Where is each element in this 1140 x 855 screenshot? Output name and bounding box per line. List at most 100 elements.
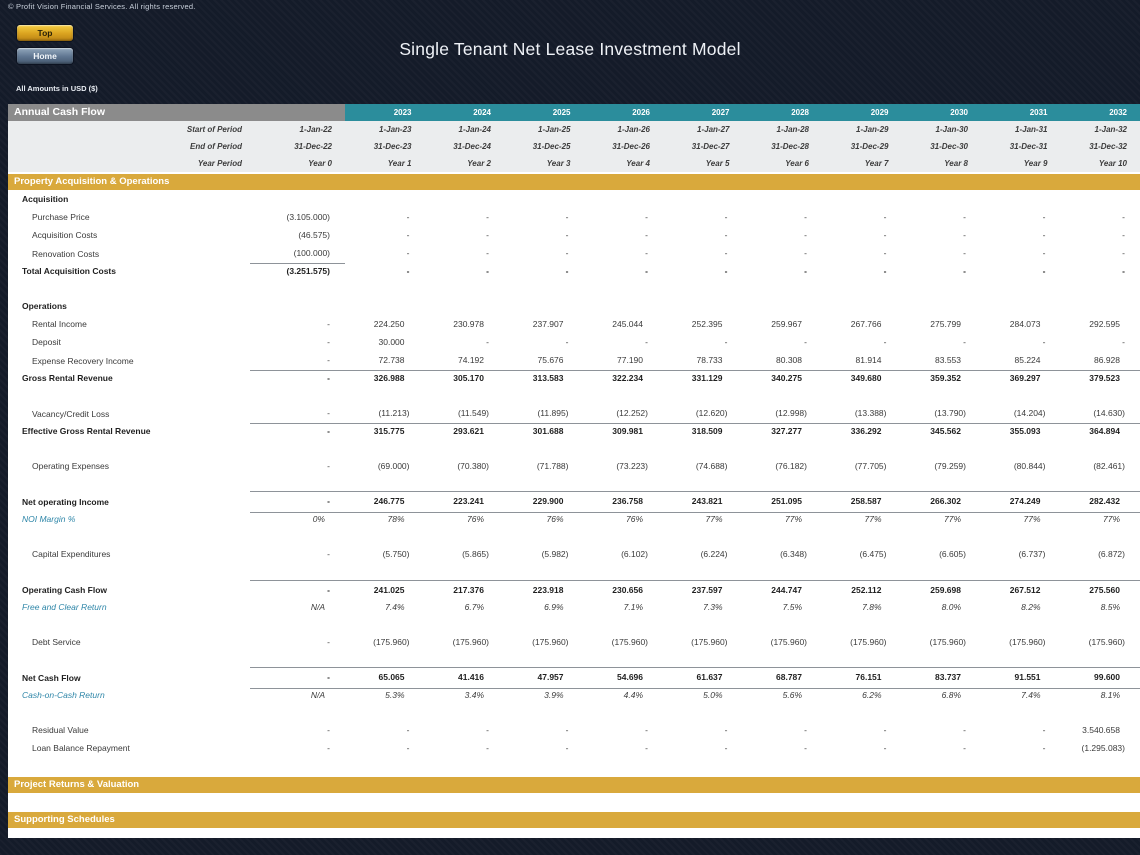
cell[interactable]: N/A: [310, 602, 325, 612]
row-label[interactable]: Net operating Income: [22, 497, 109, 507]
cell[interactable]: -: [327, 725, 330, 735]
row-label[interactable]: Operations: [22, 301, 67, 311]
cell[interactable]: 369.297: [1009, 373, 1041, 383]
cell[interactable]: -: [406, 743, 410, 753]
cell[interactable]: 275.560: [1060, 579, 1140, 600]
cell[interactable]: (100.000): [250, 244, 345, 264]
cell[interactable]: -: [327, 319, 330, 329]
cell[interactable]: -: [486, 230, 489, 240]
cell[interactable]: -: [724, 230, 728, 240]
row-label[interactable]: Free and Clear Return: [22, 602, 107, 612]
cell[interactable]: 31-Dec-26: [612, 142, 650, 151]
cell[interactable]: 258.587: [822, 491, 902, 513]
cell[interactable]: -: [486, 725, 489, 735]
cell[interactable]: 327.277: [771, 426, 802, 436]
cell[interactable]: -: [1042, 266, 1046, 276]
cell[interactable]: 275.799: [930, 319, 961, 329]
cell[interactable]: 77%: [864, 514, 882, 524]
cell[interactable]: (77.705): [854, 461, 887, 471]
cell[interactable]: -: [883, 743, 887, 753]
cell[interactable]: 349.680: [850, 373, 882, 383]
cell[interactable]: [902, 190, 982, 208]
cell[interactable]: (175.960): [611, 637, 648, 647]
cell[interactable]: -: [1042, 248, 1046, 258]
cell[interactable]: -: [883, 266, 887, 276]
cell[interactable]: 1-Jan-29: [856, 125, 889, 134]
cell[interactable]: -: [645, 337, 648, 347]
cell[interactable]: Year 6: [785, 159, 809, 168]
cell[interactable]: -: [645, 212, 648, 222]
cell[interactable]: 75.676: [504, 351, 584, 371]
cell[interactable]: 54.696: [583, 667, 663, 689]
cell[interactable]: 31-Dec-31: [1009, 142, 1048, 151]
cell[interactable]: 379.523: [1089, 373, 1120, 383]
cell[interactable]: 223.241: [424, 491, 504, 513]
cell[interactable]: -: [645, 248, 648, 258]
cell[interactable]: 77.190: [583, 351, 663, 371]
cell[interactable]: Year 4: [626, 159, 650, 168]
cell[interactable]: -: [1042, 230, 1046, 240]
cell[interactable]: 31-Dec-29: [850, 142, 889, 151]
cell[interactable]: 78%: [387, 514, 405, 524]
cell[interactable]: Year 5: [705, 159, 730, 168]
cell[interactable]: 65.065: [345, 667, 425, 689]
cell[interactable]: (13.388): [822, 404, 902, 424]
cell[interactable]: (11.895): [504, 404, 584, 424]
cell[interactable]: (175.960): [929, 637, 966, 647]
cell[interactable]: 336.292: [850, 426, 882, 436]
cell[interactable]: 31-Dec-28: [771, 142, 809, 151]
cell[interactable]: 83.737: [901, 667, 981, 689]
cell[interactable]: -: [565, 248, 569, 258]
cell[interactable]: (76.182): [775, 461, 807, 471]
row-label[interactable]: Purchase Price: [32, 212, 90, 222]
cell[interactable]: [250, 190, 345, 208]
cell[interactable]: (74.688): [695, 461, 728, 471]
cell[interactable]: 77%: [1102, 514, 1120, 524]
cell[interactable]: -: [327, 426, 330, 436]
cell[interactable]: 229.900: [504, 491, 584, 513]
cell[interactable]: (6.872): [1098, 549, 1125, 559]
cell[interactable]: [743, 190, 823, 208]
cell[interactable]: -: [1122, 266, 1125, 276]
cell[interactable]: -: [1122, 337, 1125, 347]
cell[interactable]: -: [883, 725, 887, 735]
cell[interactable]: 243.821: [663, 491, 743, 513]
row-label[interactable]: Vacancy/Credit Loss: [32, 408, 110, 419]
cell[interactable]: [1061, 190, 1140, 208]
row-label[interactable]: Expense Recovery Income: [32, 355, 134, 366]
cell[interactable]: (175.960): [850, 637, 887, 647]
cell[interactable]: -: [486, 212, 489, 222]
cell[interactable]: [981, 297, 1061, 315]
cell[interactable]: -: [565, 266, 569, 276]
cell[interactable]: [663, 297, 743, 315]
row-label[interactable]: Total Acquisition Costs: [22, 266, 116, 276]
cell[interactable]: (14.204): [981, 404, 1061, 424]
cell[interactable]: 74.192: [424, 351, 504, 371]
cell[interactable]: [822, 190, 902, 208]
cell[interactable]: 31-Dec-30: [930, 142, 968, 151]
row-label[interactable]: Renovation Costs: [32, 248, 100, 259]
cell[interactable]: -: [883, 337, 887, 347]
cell[interactable]: 315.775: [373, 426, 405, 436]
cell[interactable]: 1-Jan-25: [538, 125, 571, 134]
cell[interactable]: [981, 190, 1061, 208]
row-label[interactable]: Deposit: [32, 337, 61, 347]
cell[interactable]: -: [406, 212, 410, 222]
cell[interactable]: [425, 190, 505, 208]
cell[interactable]: 85.224: [981, 351, 1061, 371]
cell[interactable]: 230.978: [453, 319, 484, 329]
cell[interactable]: (5.982): [541, 549, 569, 559]
cell[interactable]: -: [406, 230, 410, 240]
cell[interactable]: 1-Jan-32: [1094, 125, 1127, 134]
cell[interactable]: -: [565, 230, 569, 240]
cell[interactable]: 41.416: [424, 667, 504, 689]
cell[interactable]: (70.380): [457, 461, 489, 471]
cell[interactable]: -: [327, 337, 330, 347]
row-label[interactable]: Rental Income: [32, 319, 87, 329]
cell[interactable]: (13.790): [901, 404, 981, 424]
cell[interactable]: 326.988: [373, 373, 405, 383]
cell[interactable]: 80.308: [742, 351, 822, 371]
cell[interactable]: 7.5%: [782, 602, 802, 612]
cell[interactable]: (175.960): [770, 637, 807, 647]
cell[interactable]: 3.540.658: [1082, 725, 1120, 735]
